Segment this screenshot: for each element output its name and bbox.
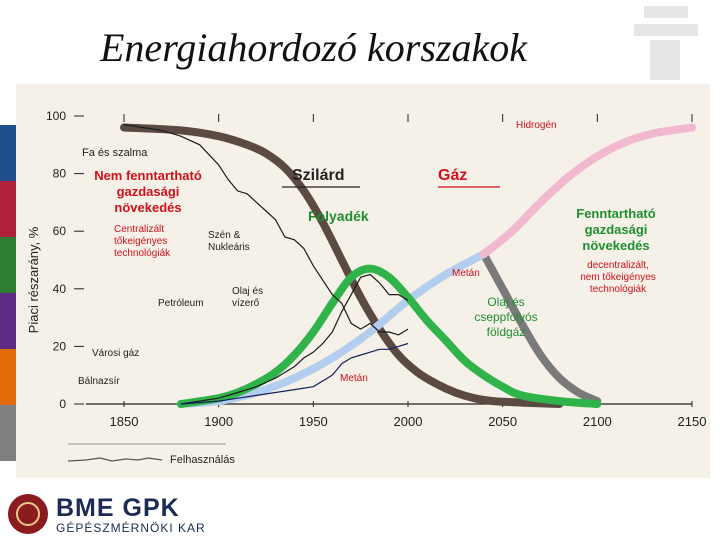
series-hist-liquid-line (180, 273, 409, 405)
annotation-centralizalt: Centralizált tőkeigényes technológiák (114, 224, 171, 259)
y-tick-label: 40 (53, 282, 67, 296)
chart-svg: 1850 1900 1950 2000 2050 2100 2150 100 80 60 40 20 0… (16, 84, 710, 478)
sidebar-block (0, 293, 16, 349)
legend-label: Felhasználás (170, 454, 235, 466)
annotation-olaj-cseppfolyos: Olaj és cseppfolyós földgáz (474, 295, 537, 339)
x-tick-label: 1950 (299, 414, 328, 429)
y-tick-label: 20 (53, 339, 67, 353)
annotation-fenntarthato: Fenntartható gazdasági növekedés (576, 206, 656, 253)
annotation-fa-szalma: Fa és szalma (82, 147, 148, 159)
sidebar-block (0, 349, 16, 405)
y-tick-label: 0 (59, 397, 66, 411)
annotation-hidrogen: Hidrogén (516, 120, 557, 131)
annotation-folyadek: Folyadék (308, 208, 369, 224)
series-hist-solid-line (123, 124, 409, 336)
logo-seal-icon (8, 494, 48, 534)
energy-era-chart: 1850 1900 1950 2000 2050 2100 2150 100 80 60 40 20 0… (16, 84, 710, 478)
x-tick-label: 2000 (394, 414, 423, 429)
annotation-petroleum: Petróleum (158, 298, 204, 309)
slide-title: Energiahordozó korszakok (100, 25, 527, 70)
sidebar-block (0, 405, 16, 461)
annotation-olaj-vizero: Olaj és vízerő (232, 286, 263, 309)
logo-sub-text: GÉPÉSZMÉRNÖKI KAR (56, 521, 206, 535)
series-solid-band (120, 123, 564, 408)
bme-gpk-logo: BME GPK GÉPÉSZMÉRNÖKI KAR (8, 492, 258, 538)
series-gas-falling-band (479, 250, 602, 406)
legend-swatch (67, 457, 163, 462)
series-hydrogen-band (479, 123, 696, 259)
y-axis-label: Piaci részarány, % (26, 226, 41, 333)
x-tick-label: 2050 (488, 414, 517, 429)
annotation-metan-lower: Metán (340, 373, 368, 384)
annotation-szen-nuklearis: Szén & Nukleáris (208, 230, 250, 253)
series-hist-gas-line (180, 342, 409, 405)
annotation-decentralizalt: decentralizált, nem tőkeigényes technológi… (580, 260, 656, 295)
series-liquid-band (176, 264, 602, 408)
x-tick-label: 2100 (583, 414, 612, 429)
annotation-metan-upper: Metán (452, 268, 480, 279)
annotation-varosi-gaz: Városi gáz (92, 348, 139, 359)
annotation-nem-fenntarthato: Nem fenntartható gazdasági növekedés (94, 168, 202, 215)
chart-background (16, 84, 710, 478)
annotation-balnazsir: Bálnazsír (78, 376, 120, 387)
x-tick-label: 2150 (678, 414, 707, 429)
y-tick-label: 80 (53, 167, 67, 181)
color-sidebar (0, 125, 16, 465)
sidebar-block (0, 181, 16, 237)
sidebar-block (0, 237, 16, 293)
annotation-szilard: Szilárd (292, 167, 344, 184)
logo-main-text: BME GPK (56, 494, 180, 522)
sidebar-block (0, 125, 16, 181)
y-tick-label: 60 (53, 224, 67, 238)
x-tick-label: 1900 (204, 414, 233, 429)
y-tick-label: 100 (46, 109, 66, 123)
x-tick-label: 1850 (110, 414, 139, 429)
annotation-gaz: Gáz (438, 167, 467, 184)
